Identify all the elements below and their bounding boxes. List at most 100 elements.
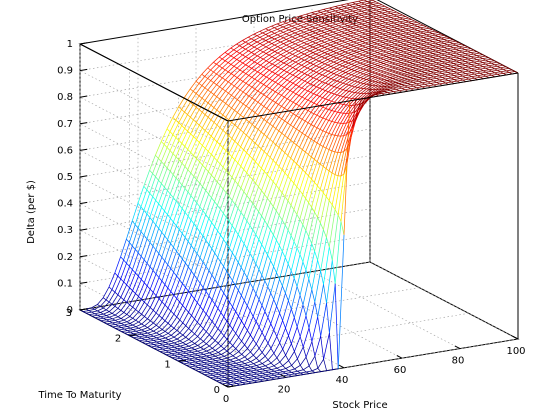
mesh-segment: [213, 71, 217, 75]
mesh-segment: [271, 56, 276, 59]
mesh-segment: [161, 167, 168, 184]
mesh-segment: [193, 136, 197, 140]
mesh-segment: [462, 58, 469, 61]
mesh-segment: [311, 12, 316, 15]
mesh-segment: [156, 340, 163, 343]
mesh-segment: [123, 316, 131, 321]
mesh-segment: [266, 86, 270, 89]
mesh-segment: [240, 187, 245, 192]
mesh-segment: [412, 58, 419, 61]
mesh-segment: [161, 301, 166, 306]
mesh-segment: [190, 122, 197, 135]
mesh-segment: [169, 156, 177, 172]
mesh-segment: [219, 144, 224, 148]
mesh-segment: [146, 213, 151, 218]
mesh-segment: [291, 31, 296, 34]
mesh-segment: [222, 119, 230, 131]
mesh-segment: [299, 190, 303, 195]
mesh-segment: [286, 39, 290, 42]
mesh-segment: [248, 88, 256, 97]
mesh-segment: [197, 354, 204, 356]
mesh-segment: [287, 102, 294, 111]
mesh-segment: [217, 328, 222, 333]
mesh-segment: [129, 266, 133, 271]
mesh-segment: [400, 52, 407, 55]
mesh-segment: [217, 335, 225, 344]
mesh-segment: [226, 320, 231, 326]
mesh-segment: [315, 42, 319, 45]
mesh-segment: [308, 327, 313, 342]
mesh-segment: [226, 243, 230, 249]
mesh-segment: [218, 352, 222, 355]
mesh-segment: [265, 377, 272, 380]
mesh-segment: [353, 48, 360, 52]
mesh-segment: [284, 124, 291, 136]
mesh-segment: [173, 229, 180, 248]
mesh-segment: [271, 63, 276, 66]
mesh-segment: [314, 182, 318, 186]
mesh-segment: [175, 184, 183, 202]
mesh-segment: [129, 272, 136, 288]
mesh-segment: [247, 348, 251, 353]
mesh-segment: [287, 263, 292, 272]
mesh-segment: [354, 103, 362, 113]
mesh-segment: [217, 343, 222, 347]
mesh-segment: [327, 77, 332, 80]
mesh-segment: [395, 77, 402, 80]
mesh-segment: [370, 9, 377, 12]
mesh-segment: [147, 345, 152, 348]
mesh-segment: [383, 61, 390, 64]
mesh-segment: [266, 76, 270, 80]
mesh-segment: [190, 227, 198, 246]
mesh-segment: [207, 122, 215, 134]
mesh-segment: [303, 365, 310, 371]
mesh-segment: [279, 293, 286, 314]
mesh-segment: [462, 62, 469, 65]
mesh-segment: [195, 80, 200, 84]
mesh-segment: [330, 74, 338, 80]
mesh-segment: [285, 25, 293, 29]
mesh-segment: [347, 32, 354, 35]
mesh-segment: [262, 375, 269, 378]
mesh-segment: [238, 316, 242, 322]
mesh-segment: [403, 38, 410, 40]
mesh-segment: [427, 57, 434, 59]
mesh-segment: [216, 380, 220, 383]
mesh-segment: [438, 43, 445, 45]
mesh-segment: [172, 174, 177, 179]
mesh-segment: [310, 115, 318, 125]
mesh-segment: [245, 93, 250, 97]
mesh-segment: [347, 43, 351, 46]
mesh-segment: [349, 7, 356, 10]
mesh-segment: [395, 80, 402, 83]
mesh-segment: [293, 182, 298, 187]
mesh-segment: [184, 237, 189, 242]
mesh-segment: [320, 10, 327, 13]
mesh-segment: [272, 181, 277, 186]
mesh-segment: [207, 89, 212, 93]
mesh-segment: [244, 356, 248, 360]
mesh-segment: [249, 282, 254, 289]
mesh-segment: [238, 359, 243, 363]
mesh-segment: [380, 43, 386, 46]
mesh-segment: [183, 354, 190, 357]
mesh-segment: [106, 303, 113, 311]
mesh-segment: [273, 329, 278, 337]
mesh-segment: [225, 217, 230, 222]
mesh-segment: [269, 73, 276, 79]
mesh-segment: [91, 310, 98, 313]
mesh-segment: [287, 88, 291, 91]
mesh-segment: [310, 142, 318, 158]
mesh-segment: [213, 144, 221, 158]
mesh-segment: [325, 196, 330, 201]
mesh-segment: [341, 20, 348, 24]
mesh-segment: [167, 333, 172, 336]
mesh-segment: [193, 176, 197, 181]
mesh-segment: [295, 68, 299, 71]
mesh-segment: [318, 24, 322, 27]
mesh-segment: [149, 295, 157, 308]
mesh-segment: [222, 92, 229, 102]
mesh-segment: [255, 293, 260, 300]
mesh-segment: [251, 59, 255, 63]
mesh-segment: [435, 53, 442, 56]
